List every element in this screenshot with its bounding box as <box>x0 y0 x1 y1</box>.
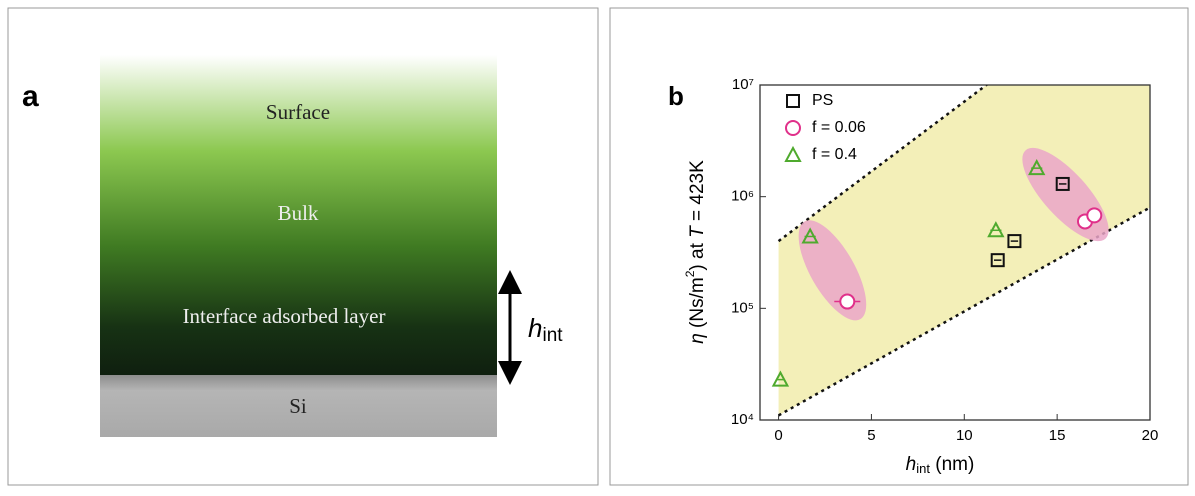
film <box>100 55 497 375</box>
marker <box>1007 234 1022 249</box>
y-tick-label: 10⁷ <box>732 76 754 93</box>
y-tick-label: 10⁴ <box>731 411 754 428</box>
x-tick-label: 5 <box>867 427 875 444</box>
legend-marker <box>785 120 801 136</box>
plot: 0 5 10 15 20 10⁴ 10⁵ 10⁶ 10⁷ PS f = 0.06 f = 0.4 <box>731 76 1159 444</box>
layer-label: Bulk <box>278 201 319 225</box>
layer-label: Interface adsorbed layer <box>183 304 386 328</box>
reference-line <box>777 206 1150 417</box>
legend-label: f = 0.4 <box>812 146 857 163</box>
y-tick-label: 10⁶ <box>731 188 754 205</box>
x-tick-label: 10 <box>956 427 973 444</box>
dimension-label: hint <box>528 313 563 346</box>
panel-frame <box>7 7 599 486</box>
x-tick-label: 20 <box>1142 427 1159 444</box>
marker <box>1055 176 1070 191</box>
layer-label: Si <box>289 394 307 418</box>
plot-frame <box>759 84 1151 421</box>
x-axis-label: hint (nm) <box>906 454 975 476</box>
marker <box>990 253 1005 268</box>
panel-label: a <box>22 80 39 113</box>
panel-label: b <box>668 81 684 111</box>
x-tick-label: 15 <box>1049 427 1066 444</box>
marker <box>839 293 856 310</box>
marker <box>801 227 819 244</box>
legend-label: PS <box>812 92 833 109</box>
marker <box>987 221 1005 238</box>
reference-line <box>777 85 989 243</box>
legend-marker <box>786 94 800 108</box>
marker <box>1028 159 1046 176</box>
y-axis-label: η (Ns/m2) at T = 423K <box>683 160 708 344</box>
panel-frame <box>609 7 1189 486</box>
substrate <box>100 375 497 437</box>
y-tick-label: 10⁵ <box>731 299 754 316</box>
marker <box>771 370 790 387</box>
legend-label: f = 0.06 <box>812 119 866 136</box>
layer-label: Surface <box>266 100 330 124</box>
legend-marker <box>784 145 802 162</box>
marker <box>1086 207 1103 224</box>
x-tick-label: 0 <box>774 427 782 444</box>
